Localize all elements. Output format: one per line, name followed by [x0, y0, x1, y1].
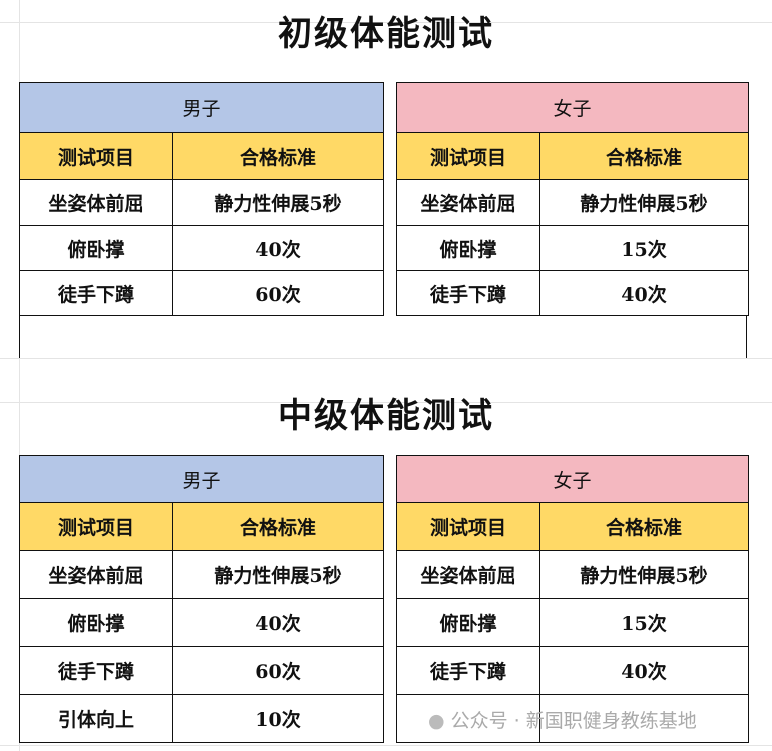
- table-row: 引体向上 10次: [19, 694, 384, 743]
- column-header: 测试项目: [19, 132, 173, 180]
- table-cell: 40次: [539, 270, 749, 316]
- table-row: 俯卧撑 40次: [19, 598, 384, 647]
- table-cell: 坐姿体前屈: [396, 550, 540, 599]
- sheet-gridline: [0, 402, 772, 403]
- table-cell: 徒手下蹲: [396, 270, 540, 316]
- table-cell: 15次: [539, 225, 749, 271]
- column-header: 合格标准: [539, 502, 749, 551]
- table-cell: 坐姿体前屈: [19, 179, 173, 226]
- women-group-header: 女子: [396, 455, 749, 503]
- table-cell: 徒手下蹲: [19, 646, 173, 695]
- section-title: 初级体能测试: [278, 14, 494, 54]
- wechat-icon: ●: [428, 710, 445, 732]
- table-cell: 40次: [172, 598, 384, 647]
- table-cell: 俯卧撑: [396, 225, 540, 271]
- table-row: 徒手下蹲 60次: [19, 646, 384, 695]
- table-cell: 60次: [172, 646, 384, 695]
- men-table: 男子 测试项目 合格标准 坐姿体前屈 静力性伸展5秒 俯卧撑 40次 徒手下蹲 60次: [19, 82, 384, 316]
- table-row: [396, 694, 749, 743]
- table-cell: 徒手下蹲: [19, 270, 173, 316]
- table-cell: 10次: [172, 694, 384, 743]
- table-row: 俯卧撑 15次: [396, 598, 749, 647]
- column-header: 合格标准: [172, 502, 384, 551]
- sheet-gridline: [0, 358, 772, 359]
- table-cell: 徒手下蹲: [396, 646, 540, 695]
- table-cell: 坐姿体前屈: [396, 179, 540, 226]
- women-table: 女子 测试项目 合格标准 坐姿体前屈 静力性伸展5秒 俯卧撑 15次 徒手下蹲 40次: [396, 455, 749, 743]
- table-cell: 静力性伸展5秒: [172, 550, 384, 599]
- table-cell: 静力性伸展5秒: [172, 179, 384, 226]
- table-cell: 静力性伸展5秒: [539, 179, 749, 226]
- women-group-header: 女子: [396, 82, 749, 133]
- table-cell: 俯卧撑: [19, 225, 173, 271]
- table-border: [746, 315, 747, 358]
- column-header: 测试项目: [19, 502, 173, 551]
- table-row: 坐姿体前屈 静力性伸展5秒: [396, 550, 749, 599]
- table-cell: 60次: [172, 270, 384, 316]
- watermark: ● 公众号 · 新国职健身教练基地: [428, 706, 697, 733]
- table-row: 俯卧撑 40次: [19, 225, 384, 271]
- men-group-header: 男子: [19, 455, 384, 503]
- table-row: 徒手下蹲 60次: [19, 270, 384, 316]
- sheet-gridline: [0, 745, 772, 746]
- table-cell: [396, 694, 540, 743]
- sheet-gridline: [19, 0, 20, 751]
- table-row: 坐姿体前屈 静力性伸展5秒: [19, 179, 384, 226]
- column-header: 测试项目: [396, 502, 540, 551]
- table-cell: 坐姿体前屈: [19, 550, 173, 599]
- table-cell: 40次: [172, 225, 384, 271]
- section-title: 中级体能测试: [278, 396, 494, 436]
- table-cell: 15次: [539, 598, 749, 647]
- column-header: 合格标准: [172, 132, 384, 180]
- table-cell: 40次: [539, 646, 749, 695]
- column-header: 合格标准: [539, 132, 749, 180]
- table-row: 徒手下蹲 40次: [396, 646, 749, 695]
- table-cell: 静力性伸展5秒: [539, 550, 749, 599]
- table-cell: 俯卧撑: [19, 598, 173, 647]
- table-cell: 俯卧撑: [396, 598, 540, 647]
- women-table: 女子 测试项目 合格标准 坐姿体前屈 静力性伸展5秒 俯卧撑 15次 徒手下蹲 40次: [396, 82, 749, 316]
- table-cell: [539, 694, 749, 743]
- table-cell: 引体向上: [19, 694, 173, 743]
- watermark-text: 公众号 · 新国职健身教练基地: [450, 710, 697, 732]
- column-header: 测试项目: [396, 132, 540, 180]
- sheet-gridline: [0, 22, 772, 23]
- men-table: 男子 测试项目 合格标准 坐姿体前屈 静力性伸展5秒 俯卧撑 40次 徒手下蹲 60次 引体向上 1…: [19, 455, 384, 743]
- table-row: 徒手下蹲 40次: [396, 270, 749, 316]
- table-row: 坐姿体前屈 静力性伸展5秒: [396, 179, 749, 226]
- men-group-header: 男子: [19, 82, 384, 133]
- table-row: 俯卧撑 15次: [396, 225, 749, 271]
- table-border: [19, 315, 20, 358]
- table-row: 坐姿体前屈 静力性伸展5秒: [19, 550, 384, 599]
